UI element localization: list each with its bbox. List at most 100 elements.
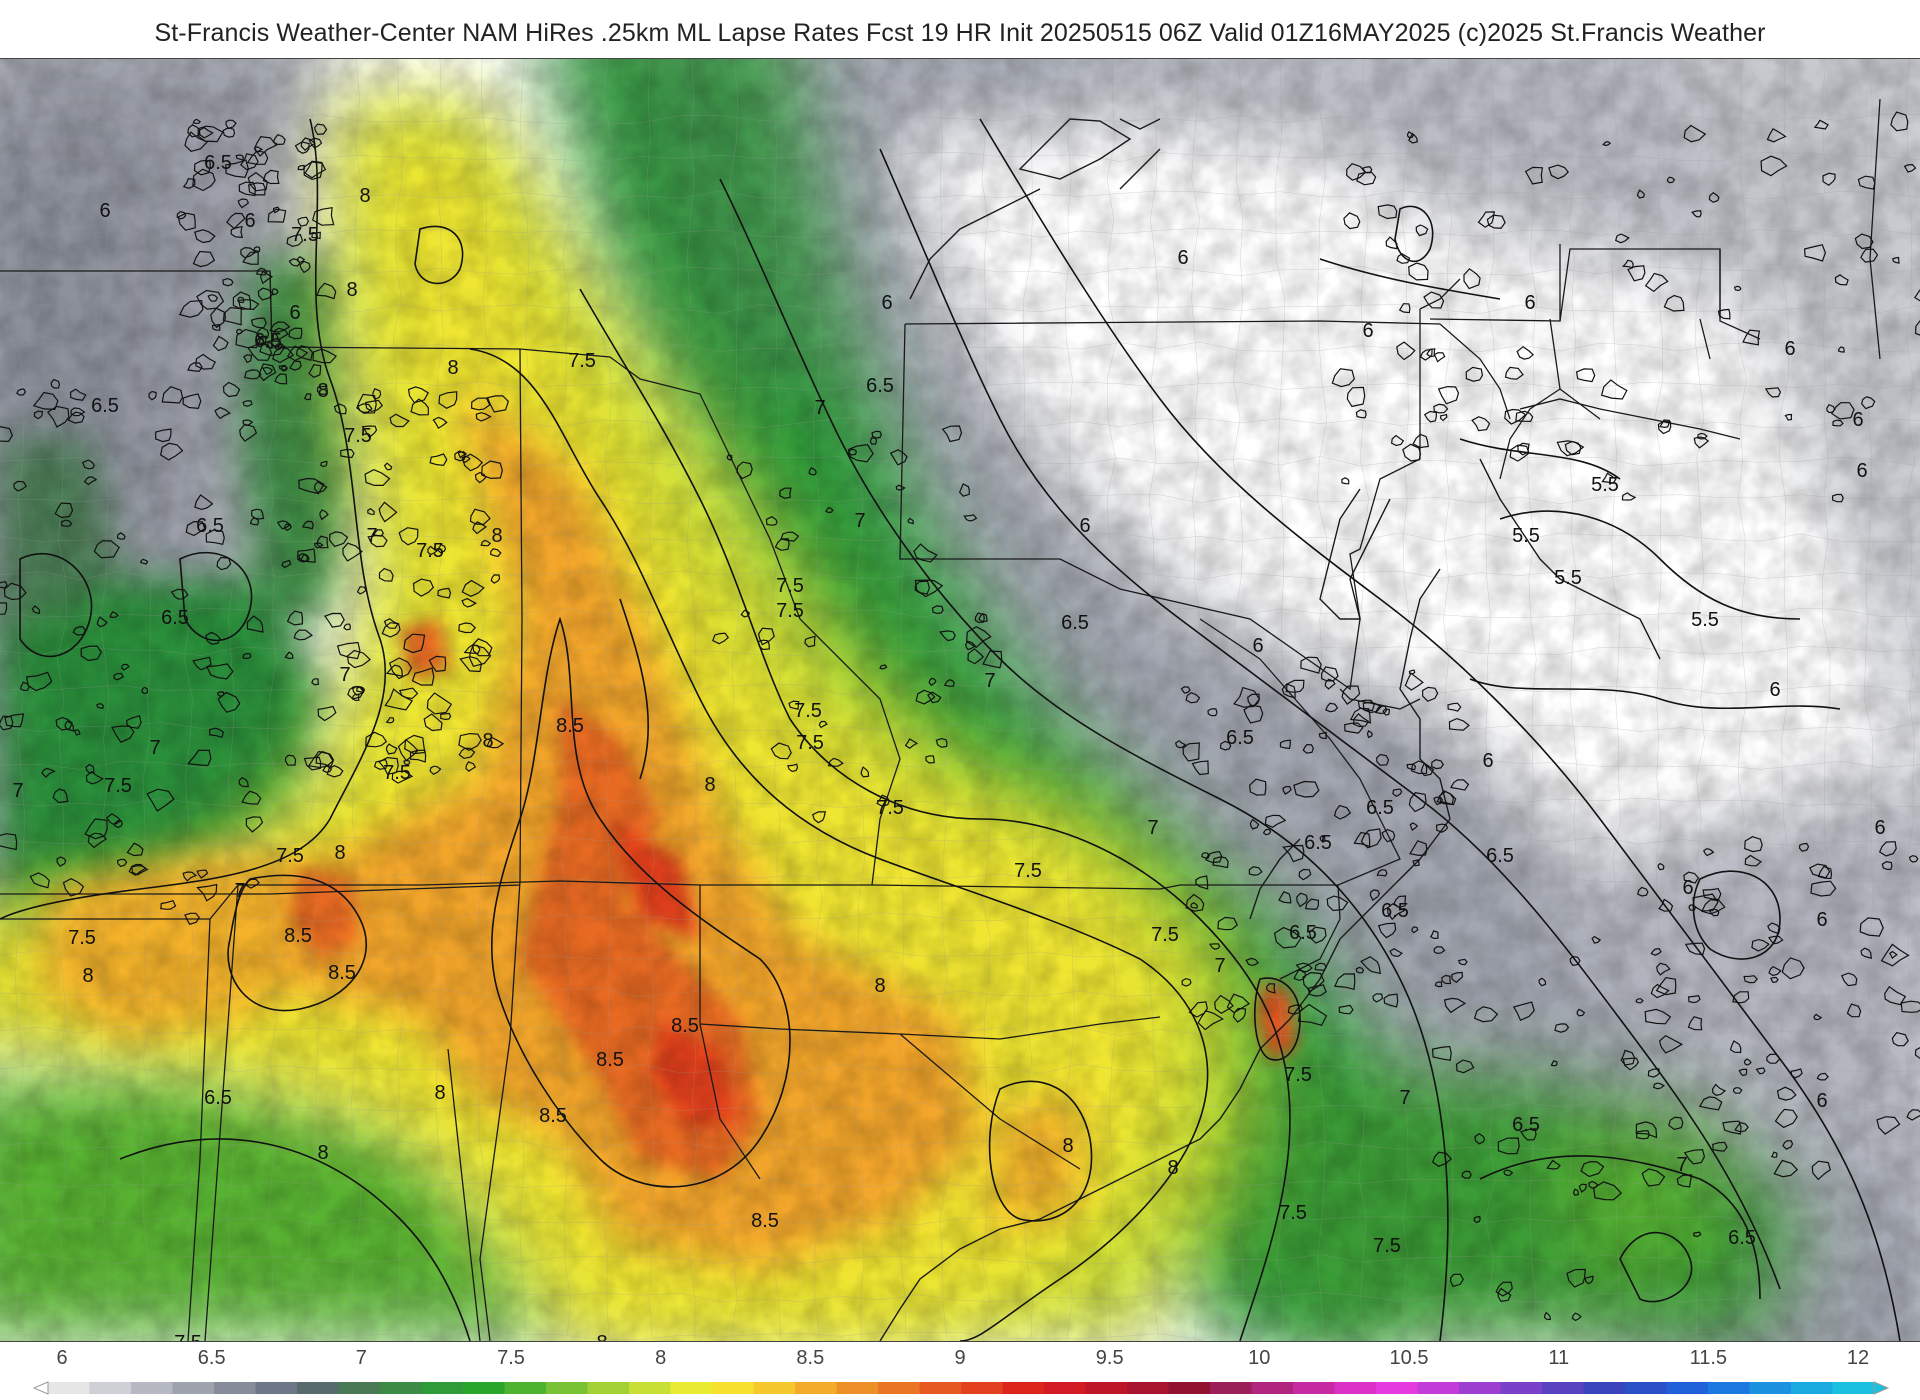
contour-label: 8.5 [751, 1210, 779, 1232]
contour-label: 7 [149, 737, 160, 759]
contour-label: 8.5 [671, 1015, 699, 1037]
contour-label: 8 [82, 965, 93, 987]
contour-label: 6 [289, 302, 300, 324]
contour-label: 8 [434, 1082, 445, 1104]
contour-label: 7.5 [776, 600, 804, 622]
contour-label: 7 [814, 397, 825, 419]
colorbar-cell [1002, 1382, 1045, 1394]
contour-label: 8 [874, 975, 885, 997]
contour-label: 7.5 [416, 540, 444, 562]
contour-label: 6 [1852, 409, 1863, 431]
contour-label: 7.5 [796, 732, 824, 754]
map-title: St-Francis Weather-Center NAM HiRes .25k… [154, 19, 1766, 47]
contour-label: 6.5 [866, 375, 894, 397]
contour-label: 7.5 [776, 575, 804, 597]
colorbar-cell [421, 1382, 464, 1394]
coastlines [879, 118, 1741, 1341]
contour-label: 5.5 [1512, 525, 1540, 547]
colorbar-cell [1583, 1382, 1626, 1394]
contour-label: 8 [596, 1332, 607, 1341]
colorbar-cell [1376, 1382, 1419, 1394]
contour-label: 6.5 [204, 1087, 232, 1109]
contour-label: 6 [1482, 750, 1493, 772]
contour-label: 7.5 [1284, 1064, 1312, 1086]
contour-label: 7 [366, 525, 377, 547]
contour-label: 8 [482, 730, 493, 752]
colorbar-tick-label: 6.5 [198, 1347, 226, 1369]
contour-label: 6.5 [196, 515, 224, 537]
contour-label: 7.5 [1151, 924, 1179, 946]
contour-label: 6.5 [1366, 797, 1394, 819]
colorbar-cell [919, 1382, 962, 1394]
contour-label: 8 [334, 842, 345, 864]
colorbar: 6 6.5 7 7.5 8 8.5 9 9.5 10 10.5 11 11.5 12 [0, 1340, 1920, 1400]
colorbar-cell [1293, 1382, 1336, 1394]
colorbar-cell [753, 1382, 796, 1394]
contour-label: 6 [1362, 320, 1373, 342]
colorbar-tick-label: 8.5 [796, 1347, 824, 1369]
colorbar-cell [1210, 1382, 1253, 1394]
colorbar-cell [380, 1382, 423, 1394]
contour-label: 7.5 [1373, 1235, 1401, 1257]
colorbar-cell [878, 1382, 921, 1394]
contour-label: 6.5 [1728, 1227, 1756, 1249]
isopleth-contours [0, 118, 1901, 1341]
colorbar-cell [1625, 1382, 1668, 1394]
contour-label: 6.5 [1304, 832, 1332, 854]
contour-label: 7.5 [568, 350, 596, 372]
map-canvas: 6.5 6 6 7.5 8 8 6 6.5 8 7.5 8 6 6 6 6 6 6.5 7.5 6.5 7 6 6 5.5 6… [0, 59, 1920, 1341]
contour-label: 8 [359, 185, 370, 207]
colorbar-cell [1749, 1382, 1792, 1394]
colorbar-tick-label: 6 [56, 1347, 67, 1369]
contour-label: 6 [881, 292, 892, 314]
contour-label: 6.5 [161, 607, 189, 629]
contour-label: 7.5 [383, 762, 411, 784]
colorbar-cell [1708, 1382, 1751, 1394]
colorbar-tick-label: 10 [1248, 1347, 1270, 1369]
colorbar-cell [546, 1382, 589, 1394]
colorbar-cell [338, 1382, 381, 1394]
contour-label: 7.5 [104, 775, 132, 797]
contour-label: 6 [1874, 817, 1885, 839]
colorbar-cell [836, 1382, 879, 1394]
colorbar-right-arrow [1873, 1381, 1890, 1395]
colorbar-cell [1459, 1382, 1502, 1394]
field-grain [0, 59, 1920, 1341]
contour-label: 8 [317, 1142, 328, 1164]
contour-label: 8 [317, 380, 328, 402]
contour-label: 7.5 [1014, 860, 1042, 882]
colorbar-cell [629, 1382, 672, 1394]
contour-label: 6 [244, 210, 255, 232]
colorbar-tick-labels: 6 6.5 7 7.5 8 8.5 9 9.5 10 10.5 11 11.5 12 [56, 1347, 1869, 1369]
colorbar-cell [1044, 1382, 1087, 1394]
contour-label: 6 [1769, 679, 1780, 701]
colorbar-cell [1832, 1382, 1875, 1394]
colorbar-cell [795, 1382, 838, 1394]
contour-label: 7.5 [276, 845, 304, 867]
contour-label: 8.5 [556, 715, 584, 737]
colorbar-left-arrow [32, 1381, 49, 1395]
contour-label: 7 [1214, 955, 1225, 977]
contour-label: 6 [1682, 877, 1693, 899]
contour-label: 7 [1147, 817, 1158, 839]
contour-label: 6 [1177, 247, 1188, 269]
colorbar-tick-label: 11.5 [1690, 1347, 1727, 1369]
speckle-contours [0, 111, 1920, 1322]
colorbar-cell [1417, 1382, 1460, 1394]
contour-label: 7 [12, 780, 23, 802]
colorbar-cell [48, 1382, 91, 1394]
contour-label: 7.5 [68, 927, 96, 949]
contour-label: 7 [984, 670, 995, 692]
state-boundaries [0, 98, 1881, 1341]
contour-label: 7.5 [174, 1332, 202, 1341]
colorbar-cell [131, 1382, 174, 1394]
contour-label: 8.5 [539, 1105, 567, 1127]
colorbar-tick-label: 9 [954, 1347, 965, 1369]
colorbar-cell [89, 1382, 132, 1394]
colorbar-cell [1251, 1382, 1294, 1394]
contour-label: 5.5 [1554, 567, 1582, 589]
contour-label: 8 [1167, 1157, 1178, 1179]
contour-label: 8 [1062, 1135, 1073, 1157]
colorbar-tick-label: 12 [1847, 1347, 1869, 1369]
